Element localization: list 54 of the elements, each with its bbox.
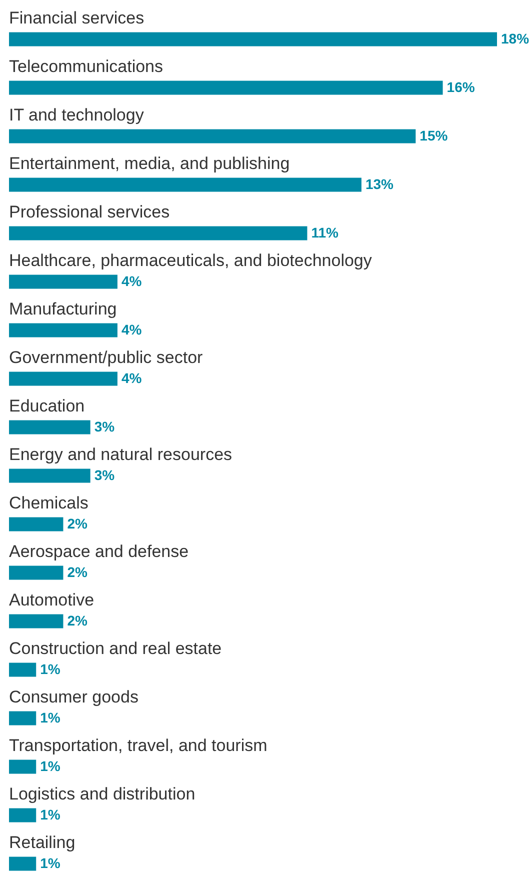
data-label: 2% xyxy=(67,515,88,532)
bar xyxy=(9,614,64,628)
y-tick-label: Aerospace and defense xyxy=(9,542,189,561)
bar xyxy=(9,468,90,483)
data-label: 1% xyxy=(40,854,61,871)
y-tick-label: Transportation, travel, and tourism xyxy=(9,736,268,755)
data-label: 1% xyxy=(40,806,61,822)
bar xyxy=(9,323,118,338)
y-tick-label: Logistics and distribution xyxy=(9,784,196,804)
y-tick-label: Chemicals xyxy=(9,493,88,512)
data-label: 1% xyxy=(40,709,61,726)
data-label: 15% xyxy=(420,127,448,144)
bar xyxy=(9,856,36,871)
y-tick-label: Automotive xyxy=(9,590,94,610)
data-label: 13% xyxy=(365,176,394,192)
bar xyxy=(9,32,497,46)
data-label: 3% xyxy=(94,466,116,483)
bar xyxy=(9,566,64,580)
y-tick-label: Financial services xyxy=(9,8,144,28)
data-label: 18% xyxy=(501,30,530,46)
y-tick-label: Education xyxy=(9,396,85,416)
bar xyxy=(9,662,36,677)
data-label: 3% xyxy=(94,418,116,434)
data-label: 1% xyxy=(40,758,61,774)
y-tick-label: Consumer goods xyxy=(9,687,138,706)
bar xyxy=(9,760,36,774)
data-label: 4% xyxy=(121,370,142,386)
y-tick-label: Telecommunications xyxy=(9,56,164,76)
y-tick-label: Retailing xyxy=(9,832,76,852)
bar xyxy=(9,808,36,822)
bar xyxy=(9,178,362,192)
y-tick-label: Healthcare, pharmaceuticals, and biotechnology xyxy=(9,250,372,270)
bar xyxy=(9,372,118,386)
bar xyxy=(9,711,36,726)
bar xyxy=(9,420,90,434)
y-tick-label: Government/public sector xyxy=(9,348,204,367)
bar xyxy=(9,129,416,144)
y-tick-label: Energy and natural resources xyxy=(9,444,232,464)
bar xyxy=(9,517,64,532)
y-tick-label: Entertainment, media, and publishing xyxy=(9,154,290,173)
y-tick-label: Manufacturing xyxy=(9,299,117,318)
bar xyxy=(9,226,308,240)
data-label: 2% xyxy=(67,612,88,628)
y-tick-label: Construction and real estate xyxy=(9,638,222,658)
data-label: 11% xyxy=(311,224,340,240)
y-tick-label: IT and technology xyxy=(9,105,144,124)
bar xyxy=(9,80,443,95)
data-label: 1% xyxy=(40,660,61,677)
y-tick-label: Professional services xyxy=(9,202,170,222)
bar xyxy=(9,274,118,289)
data-label: 2% xyxy=(67,564,88,580)
data-label: 4% xyxy=(121,272,142,289)
data-label: 16% xyxy=(446,78,476,95)
data-label: 4% xyxy=(121,321,142,338)
